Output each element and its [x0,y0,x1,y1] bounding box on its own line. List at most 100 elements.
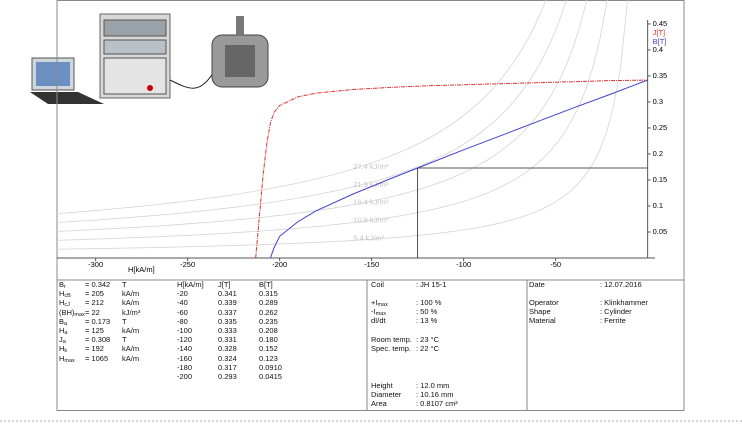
energy-curve [56,0,567,223]
field-value: : Cylinder [600,307,632,317]
table-cell: 0.331 [218,335,237,345]
rack-button [147,85,153,91]
cable [169,69,216,89]
y-tick-label: 0.4 [653,45,663,54]
field-label: Material [529,316,556,325]
laptop-display [36,62,70,86]
label-text: dI/dt [371,316,386,326]
table-header: B[T] [259,280,273,289]
table-cell: -160 [177,353,193,363]
label-text: J [59,335,63,345]
field-label: Diameter [371,390,401,399]
parameter-symbol: Br [59,280,66,290]
label-subscript: k [64,348,68,355]
label-text: B [59,280,65,289]
field-value: : 12.0 mm [416,381,450,390]
field-label: Room temp. [371,335,412,344]
energy-curve [56,0,608,241]
field-value: : Ferrite [600,316,626,326]
field-label: Height [371,381,393,390]
x-tick-label: -250 [180,260,195,269]
table-cell: 0.180 [259,335,278,345]
energy-curve [56,0,628,250]
field-value: : Klinkhammer [600,298,648,307]
parameter-value: = 0.308 [85,335,111,345]
label-subscript: cJ [64,302,70,309]
x-tick-label: -50 [550,260,561,269]
parameter-symbol: Ja [59,335,66,346]
label-text: H [59,298,65,308]
y-tick-label: 0.3 [653,97,663,106]
label-text: Area [371,399,387,409]
series-line [255,79,648,259]
label-subscript: max [64,357,75,364]
label-text: -I [371,307,376,317]
rack-unit [103,57,167,95]
parameter-symbol: Hmax [59,354,75,364]
table-cell: 0.293 [218,372,237,381]
parameter-value: = 0.173 [85,316,111,326]
label-subscript: a [64,330,68,336]
table-cell: 0.152 [259,344,278,354]
table-cell: -200 [177,372,193,381]
label-text: B [59,316,65,326]
field-label: Shape [529,307,551,316]
table-cell: -100 [177,326,193,335]
label-text: Diameter [371,390,402,400]
parameter-value: = 192 [85,344,104,354]
label-text: Operator [529,298,559,307]
field-label: +Imax [371,298,388,308]
table-cell: 0.317 [218,362,237,372]
parameter-symbol: HcB [59,289,71,300]
field-value: : JH 15-1 [416,280,447,289]
label-text: Spec. temp. [371,344,412,354]
table-cell: -20 [177,289,188,299]
parameter-unit: kA/m [122,326,140,335]
energy-curve [56,0,588,232]
table-cell: -140 [177,344,193,354]
table-cell: -60 [177,307,188,317]
y-tick-label: 0.1 [653,201,663,210]
label-subscript: a [64,320,68,327]
field-value: : 100 % [416,298,442,307]
legend-entry: J[T] [653,28,666,37]
label-subscript: cB [64,293,71,300]
label-text: Date [529,280,545,289]
field-label: Coil [371,280,384,289]
energy-label: 10.9 kJ/m³ [353,216,389,225]
table-cell: 0.262 [259,307,278,317]
parameter-unit: T [122,335,127,345]
field-value: : 50 % [416,307,438,317]
table-cell: 0.337 [218,307,237,317]
equipment-illustration [30,13,269,104]
frame [56,0,685,411]
table-cell: 0.208 [259,326,278,335]
table-cell: 0.333 [218,326,237,335]
y-tick-label: 0.2 [653,149,663,158]
x-tick-label: -300 [88,260,103,269]
parameter-symbol: Hk [59,344,68,355]
parameter-symbol: Ha [59,326,68,336]
label-text: Coil [371,280,384,289]
table-cell: 0.235 [259,316,278,326]
label-subscript: max [375,311,386,318]
table-cell: -80 [177,316,188,326]
parameter-unit: kJ/m³ [122,307,141,317]
table-cell: 0.289 [259,298,278,308]
field-value: : 10.16 mm [416,390,454,400]
parameter-symbol: HcJ [59,298,70,309]
field-label: Spec. temp. [371,344,411,353]
label-text: Shape [529,307,551,317]
parameter-unit: T [122,280,127,289]
label-subscript: r [64,284,66,290]
label-text: +I [371,298,378,307]
parameter-value: = 125 [85,326,104,335]
y-tick-label: 0.35 [653,71,668,80]
energy-curve [56,0,547,214]
label-subscript: a [62,339,66,346]
table-cell: 0.123 [259,353,278,363]
table-cell: 0.335 [218,316,237,326]
field-value: : 12.07.2016 [600,280,642,289]
